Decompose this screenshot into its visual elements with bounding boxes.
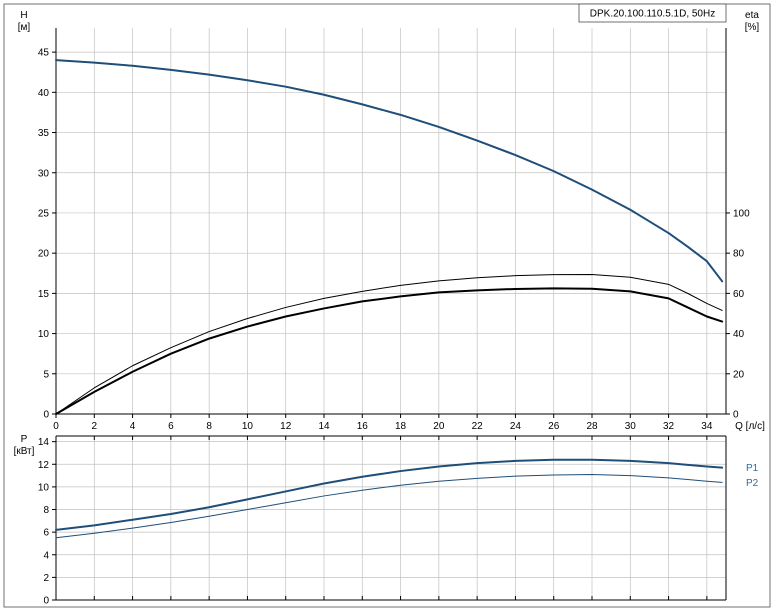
x-tick-label: 16: [357, 421, 369, 432]
x-tick-label: 8: [206, 421, 212, 432]
bot-left-tick-label: 12: [38, 460, 50, 471]
x-tick-label: 34: [701, 421, 713, 432]
bot-left-tick-label: 0: [43, 596, 49, 607]
x-tick-label: 28: [586, 421, 598, 432]
bot-left-tick-label: 2: [43, 573, 49, 584]
top-right-tick-label: 60: [733, 289, 745, 300]
bot-left-tick-label: 14: [38, 437, 50, 448]
x-tick-label: 10: [242, 421, 254, 432]
pump-curve-chart: { "title_box_text": "DPK.20.100.110.5.1D…: [0, 0, 774, 611]
bot-left-tick-label: 6: [43, 528, 49, 539]
x-tick-label: 30: [625, 421, 637, 432]
top-left-tick-label: 40: [38, 88, 50, 99]
x-axis-label: Q [л/с]: [735, 421, 765, 432]
top-right-tick-label: 80: [733, 249, 745, 260]
bot-left-tick-label: 10: [38, 482, 50, 493]
x-tick-label: 6: [168, 421, 174, 432]
p1-curve-label: P1: [746, 463, 759, 474]
bot-left-tick-label: 8: [43, 505, 49, 516]
x-tick-label: 0: [53, 421, 59, 432]
bot-left-axis-unit: [кВт]: [14, 446, 35, 457]
top-right-tick-label: 0: [733, 410, 739, 421]
bot-left-axis-label: P: [21, 434, 28, 445]
top-right-tick-label: 100: [733, 208, 750, 219]
x-tick-label: 4: [130, 421, 136, 432]
bot-left-tick-label: 4: [43, 550, 49, 561]
top-left-axis-label: H: [20, 10, 27, 21]
x-tick-label: 12: [280, 421, 292, 432]
top-left-tick-label: 0: [43, 410, 49, 421]
top-left-axis-unit: [м]: [18, 22, 31, 33]
top-left-tick-label: 30: [38, 168, 50, 179]
top-left-tick-label: 5: [43, 369, 49, 380]
top-right-axis-label: eta: [745, 10, 759, 21]
top-left-tick-label: 45: [38, 48, 50, 59]
top-left-tick-label: 10: [38, 329, 50, 340]
top-right-tick-label: 40: [733, 329, 745, 340]
top-right-tick-label: 20: [733, 369, 745, 380]
x-tick-label: 20: [433, 421, 445, 432]
x-tick-label: 22: [472, 421, 484, 432]
x-tick-label: 14: [318, 421, 330, 432]
p2-curve-label: P2: [746, 478, 759, 489]
x-tick-label: 2: [92, 421, 98, 432]
x-tick-label: 32: [663, 421, 675, 432]
top-left-tick-label: 15: [38, 289, 50, 300]
chart-canvas: DPK.20.100.110.5.1D, 50Hz051015202530354…: [0, 0, 774, 611]
x-tick-label: 26: [548, 421, 560, 432]
top-left-tick-label: 35: [38, 128, 50, 139]
top-left-tick-label: 25: [38, 208, 50, 219]
x-tick-label: 24: [510, 421, 522, 432]
top-right-axis-unit: [%]: [745, 22, 760, 33]
title-text: DPK.20.100.110.5.1D, 50Hz: [590, 9, 715, 20]
x-tick-label: 18: [395, 421, 407, 432]
top-left-tick-label: 20: [38, 249, 50, 260]
